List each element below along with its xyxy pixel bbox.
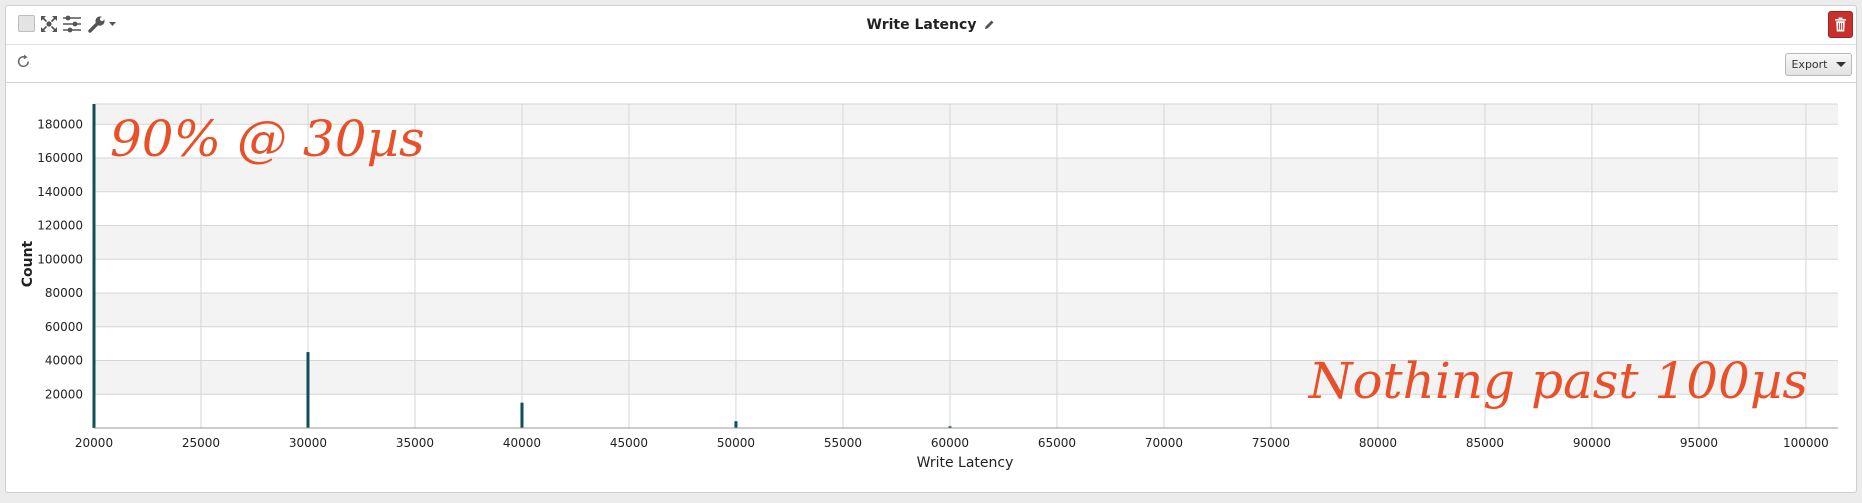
select-checkbox[interactable] — [18, 15, 35, 32]
y-tick-label: 180000 — [37, 117, 83, 131]
y-axis-label: Count — [20, 240, 36, 287]
sliders-icon[interactable] — [62, 15, 82, 33]
y-tick-label: 100000 — [37, 252, 83, 266]
grid-band — [94, 293, 1838, 327]
grid-band — [94, 104, 1838, 125]
histogram-bar[interactable] — [306, 352, 310, 428]
x-tick-label: 30000 — [289, 436, 327, 450]
x-tick-label: 100000 — [1783, 436, 1829, 450]
export-button[interactable]: Export — [1785, 53, 1852, 76]
y-tick-label: 20000 — [45, 387, 83, 401]
chevron-down-icon — [1835, 62, 1846, 67]
export-label: Export — [1791, 58, 1828, 71]
pencil-icon[interactable] — [983, 19, 995, 31]
x-tick-label: 70000 — [1145, 436, 1183, 450]
y-tick-label: 120000 — [37, 219, 83, 233]
x-axis-label: Write Latency — [917, 455, 1014, 471]
panel-title: Write Latency — [866, 17, 977, 33]
panel-titlebar: Write Latency — [6, 6, 1856, 45]
y-tick-label: 140000 — [37, 185, 83, 199]
y-tick-label: 160000 — [37, 151, 83, 165]
histogram-bar[interactable] — [734, 421, 738, 428]
x-tick-label: 95000 — [1680, 436, 1718, 450]
trash-icon — [1834, 17, 1847, 32]
x-tick-label: 60000 — [931, 436, 969, 450]
histogram-bar[interactable] — [520, 402, 524, 428]
y-tick-label: 80000 — [45, 286, 83, 300]
y-tick-label: 40000 — [45, 354, 83, 368]
x-tick-label: 20000 — [75, 436, 113, 450]
annotation-top-left: 90% @ 30µs — [110, 110, 425, 168]
x-tick-label: 80000 — [1359, 436, 1397, 450]
x-tick-label: 55000 — [824, 436, 862, 450]
delete-button[interactable] — [1828, 11, 1853, 38]
x-tick-label: 85000 — [1466, 436, 1504, 450]
refresh-icon[interactable] — [16, 54, 31, 69]
wrench-icon[interactable] — [87, 15, 117, 33]
y-tick-label: 60000 — [45, 320, 83, 334]
grid-band — [94, 158, 1838, 192]
expand-arrows-icon[interactable] — [40, 15, 58, 33]
x-tick-label: 40000 — [503, 436, 541, 450]
x-tick-label: 50000 — [717, 436, 755, 450]
x-tick-label: 90000 — [1573, 436, 1611, 450]
panel-toolbar: Export — [6, 44, 1856, 83]
histogram-bar[interactable] — [948, 426, 952, 428]
x-tick-label: 35000 — [396, 436, 434, 450]
x-tick-label: 45000 — [610, 436, 648, 450]
annotation-bottom-right: Nothing past 100µs — [1308, 352, 1808, 410]
grid-band — [94, 360, 1838, 395]
x-tick-label: 65000 — [1038, 436, 1076, 450]
histogram-bar[interactable] — [92, 104, 96, 428]
x-tick-label: 75000 — [1252, 436, 1290, 450]
grid-band — [94, 225, 1838, 260]
x-tick-label: 25000 — [182, 436, 220, 450]
